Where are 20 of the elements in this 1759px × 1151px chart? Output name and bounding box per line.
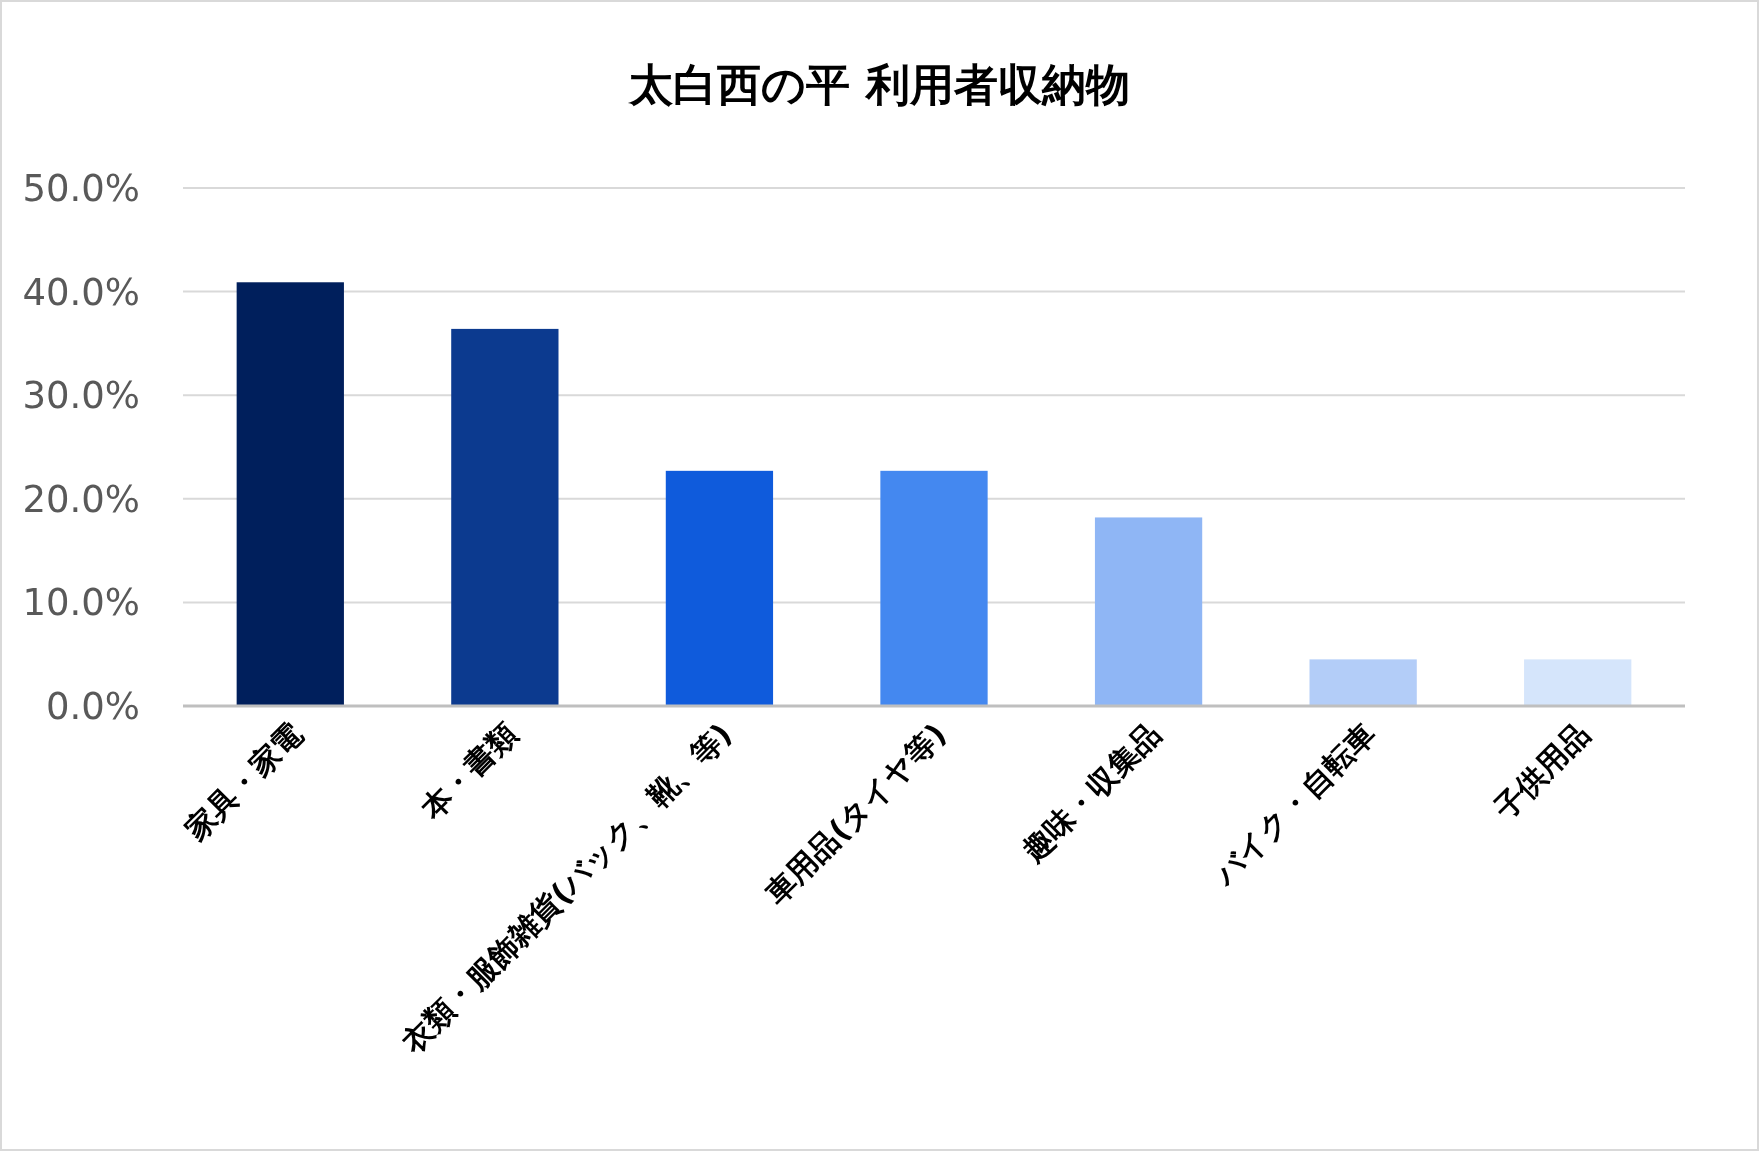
bar — [451, 328, 559, 706]
bar — [1309, 659, 1417, 706]
bar — [236, 282, 344, 706]
x-tick-label: 子供用品 — [1486, 716, 1597, 827]
y-tick-label: 10.0% — [22, 581, 140, 625]
y-tick-label: 20.0% — [22, 477, 140, 521]
bar — [1524, 659, 1632, 706]
x-tick-label: 家具・家電 — [178, 716, 310, 848]
bar — [1094, 517, 1203, 706]
x-tick-label: バイク・自転車 — [1205, 716, 1383, 893]
bar — [665, 470, 774, 706]
x-tick-label: 本・書類 — [413, 716, 524, 827]
y-tick-label: 0.0% — [46, 685, 140, 728]
y-tick-label: 40.0% — [22, 270, 140, 314]
x-tick-label: 趣味・収集品 — [1014, 716, 1168, 869]
x-tick-label: 車用品(タイヤ等) — [757, 716, 953, 912]
chart-title: 太白西の平 利用者収納物 — [627, 59, 1130, 110]
y-tick-label: 30.0% — [22, 374, 140, 418]
bar — [880, 470, 988, 706]
y-tick-label: 50.0% — [22, 167, 140, 210]
